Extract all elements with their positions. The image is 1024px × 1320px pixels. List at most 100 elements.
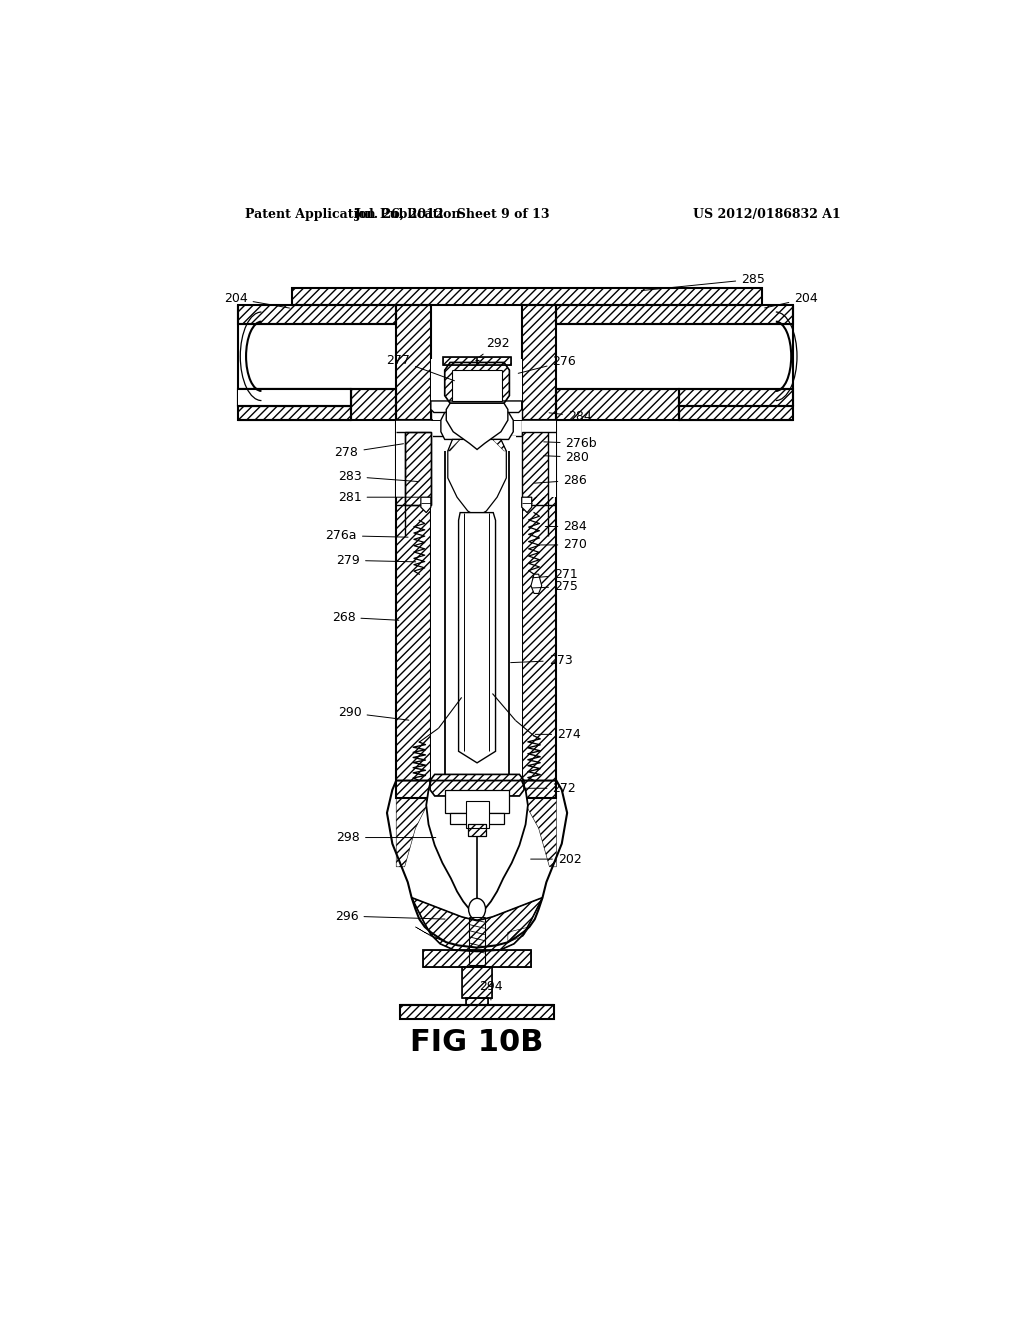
Bar [396, 420, 433, 498]
Bar [292, 288, 762, 305]
Text: 286: 286 [535, 474, 587, 487]
Bar [431, 420, 521, 797]
Bar [400, 1006, 554, 1019]
Bar [444, 789, 509, 813]
Text: 279: 279 [336, 554, 416, 566]
Bar [521, 420, 556, 797]
Bar [404, 432, 431, 506]
Text: 285: 285 [641, 273, 765, 290]
Text: 274: 274 [536, 727, 581, 741]
Polygon shape [459, 512, 496, 763]
Text: 202: 202 [530, 853, 582, 866]
Bar [446, 451, 507, 775]
Polygon shape [387, 780, 567, 948]
Bar [239, 323, 396, 389]
Text: 270: 270 [540, 539, 587, 552]
Text: 272: 272 [526, 781, 577, 795]
Text: 276a: 276a [326, 529, 408, 543]
Bar [556, 389, 679, 420]
Bar [468, 825, 486, 836]
Bar [466, 998, 487, 1006]
Bar [443, 358, 511, 364]
Bar [351, 389, 396, 420]
Bar [239, 389, 351, 407]
Polygon shape [441, 412, 513, 440]
Polygon shape [421, 498, 431, 512]
Polygon shape [431, 401, 521, 412]
Text: 280: 280 [544, 450, 590, 463]
Polygon shape [521, 498, 531, 512]
Bar [239, 389, 351, 407]
Bar [679, 389, 793, 407]
Bar [556, 305, 793, 323]
Bar [239, 389, 351, 407]
Polygon shape [531, 574, 542, 594]
Text: 204: 204 [224, 292, 290, 308]
Bar [468, 825, 486, 836]
Bar [239, 407, 351, 420]
Bar [239, 305, 396, 323]
Bar [423, 950, 531, 966]
Text: 284: 284 [546, 520, 587, 533]
Text: 268: 268 [332, 611, 398, 624]
Bar [453, 370, 502, 401]
Bar [239, 305, 396, 323]
Bar [444, 436, 515, 451]
Polygon shape [447, 440, 506, 516]
Bar [292, 288, 762, 305]
Bar [521, 432, 548, 506]
Text: 273: 273 [511, 653, 572, 667]
Bar [400, 1006, 554, 1019]
Bar [466, 998, 487, 1006]
Bar [679, 389, 793, 407]
Bar [521, 420, 556, 797]
Bar [443, 358, 511, 364]
Bar [239, 407, 351, 420]
Ellipse shape [469, 899, 485, 920]
Text: 292: 292 [479, 337, 510, 356]
Text: 284: 284 [549, 409, 592, 422]
Bar [521, 305, 556, 420]
Bar [556, 305, 793, 323]
Bar [404, 432, 431, 506]
Text: 276b: 276b [544, 437, 597, 450]
Text: 296: 296 [335, 909, 445, 923]
Text: 271: 271 [532, 569, 578, 582]
Bar [462, 966, 493, 998]
Bar [679, 407, 793, 420]
Bar [556, 323, 793, 389]
Bar [404, 432, 431, 506]
Bar [556, 389, 679, 420]
Text: 277: 277 [386, 354, 455, 380]
Bar [521, 420, 556, 498]
Text: 290: 290 [338, 706, 409, 721]
Bar [521, 305, 556, 420]
Text: 294: 294 [479, 979, 503, 1001]
Text: US 2012/0186832 A1: US 2012/0186832 A1 [692, 209, 841, 222]
Bar [431, 409, 521, 436]
Bar [239, 420, 351, 436]
Bar [521, 432, 548, 506]
Bar [396, 420, 431, 797]
Text: Patent Application Publication: Patent Application Publication [245, 209, 460, 222]
Bar [431, 359, 521, 420]
Bar [396, 305, 431, 420]
Text: 204: 204 [765, 292, 818, 308]
Text: 276: 276 [518, 355, 577, 374]
Bar [462, 966, 493, 998]
Text: 281: 281 [338, 491, 419, 504]
Text: 283: 283 [338, 470, 419, 483]
Text: 298: 298 [336, 832, 436, 843]
Text: 278: 278 [335, 444, 403, 459]
Bar [423, 950, 531, 966]
Text: FIG 10B: FIG 10B [411, 1028, 544, 1057]
Bar [396, 305, 431, 420]
Bar [679, 407, 793, 420]
Bar [466, 801, 488, 829]
Text: 275: 275 [532, 579, 578, 593]
Polygon shape [446, 404, 508, 449]
Polygon shape [426, 780, 528, 915]
Bar [451, 813, 504, 825]
Text: Jul. 26, 2012   Sheet 9 of 13: Jul. 26, 2012 Sheet 9 of 13 [354, 209, 550, 222]
Bar [396, 420, 431, 797]
